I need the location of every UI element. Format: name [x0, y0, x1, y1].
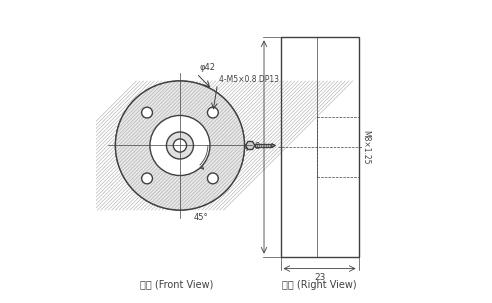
Text: 45°: 45° [194, 213, 208, 222]
Circle shape [150, 115, 210, 175]
Circle shape [142, 107, 153, 118]
Text: 23: 23 [314, 273, 325, 282]
Circle shape [166, 132, 193, 159]
Text: 4-M5×0.8 DP13: 4-M5×0.8 DP13 [219, 75, 279, 84]
Text: φ50: φ50 [244, 142, 261, 152]
Circle shape [142, 173, 153, 184]
Circle shape [208, 173, 218, 184]
Text: φ42: φ42 [199, 63, 215, 72]
Circle shape [173, 139, 186, 152]
Circle shape [208, 107, 218, 118]
Bar [255, 144, 272, 147]
Polygon shape [272, 144, 276, 147]
Text: 右视 (Right View): 右视 (Right View) [282, 280, 357, 290]
Circle shape [116, 81, 245, 210]
Circle shape [150, 115, 210, 175]
Bar [280, 37, 359, 257]
Text: 主视 (Front View): 主视 (Front View) [140, 280, 214, 290]
Text: M8×1.25: M8×1.25 [362, 130, 370, 164]
